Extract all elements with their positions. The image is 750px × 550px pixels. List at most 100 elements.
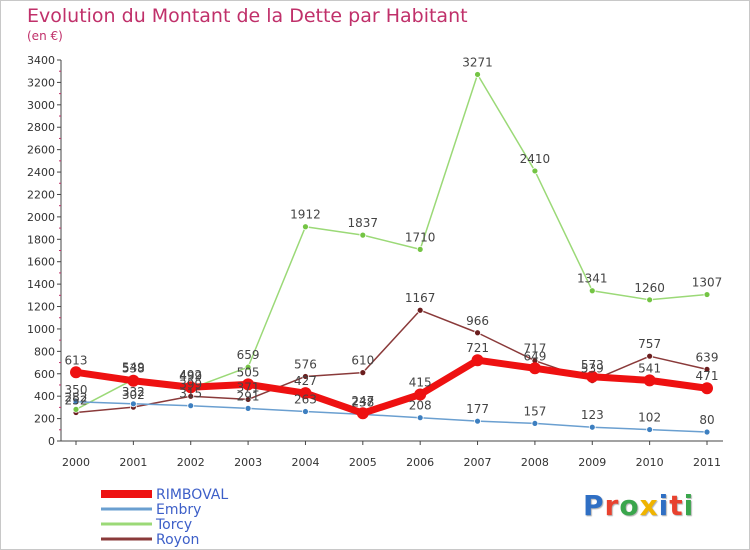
y-tick-label: 3200 [27, 76, 55, 89]
data-point-rimboval [471, 354, 484, 367]
data-label-rimboval: 492 [179, 368, 202, 382]
data-point-torcy [244, 363, 252, 371]
legend-label-royon: Royon [156, 532, 199, 548]
series-line-embry [75, 401, 708, 433]
data-label-embry: 350 [65, 383, 88, 397]
x-tick-label: 2010 [636, 456, 664, 469]
data-label-embry: 238 [351, 395, 374, 409]
legend-label-rimboval: RIMBOVAL [156, 487, 228, 503]
data-label-embry: 315 [179, 387, 202, 401]
data-label-torcy: 282 [65, 390, 88, 404]
data-label-royon: 371 [237, 380, 260, 394]
y-tick-label: 800 [34, 345, 55, 358]
data-label-rimboval: 247 [351, 394, 374, 408]
data-label-torcy: 659 [237, 348, 260, 362]
data-point-rimboval [701, 382, 713, 395]
data-label-royon: 252 [65, 394, 88, 408]
data-label-embry: 263 [294, 393, 317, 407]
data-label-embry: 291 [237, 389, 260, 403]
data-label-royon: 717 [523, 342, 546, 356]
logo-letter: t [669, 489, 684, 522]
data-point-torcy [474, 71, 481, 78]
data-point-embry [474, 417, 481, 425]
y-tick-label: 2200 [27, 188, 55, 201]
data-label-torcy: 1341 [577, 272, 608, 286]
data-point-embry [244, 404, 252, 412]
data-point-royon [359, 369, 367, 377]
legend-label-torcy: Torcy [155, 517, 192, 533]
data-label-torcy: 499 [179, 370, 202, 384]
data-point-embry [646, 426, 654, 433]
chart-unit: (en €) [27, 29, 63, 43]
x-tick-label: 2003 [234, 456, 262, 469]
data-label-royon: 639 [696, 350, 719, 364]
data-point-torcy [531, 167, 539, 175]
data-label-embry: 332 [122, 385, 145, 399]
y-tick-label: 1000 [27, 323, 55, 336]
data-point-embry [302, 408, 309, 415]
data-point-rimboval [242, 378, 255, 391]
x-tick-label: 2009 [578, 456, 606, 469]
data-point-embry [531, 420, 539, 427]
data-label-torcy: 3271 [462, 55, 493, 69]
y-tick-label: 0 [48, 435, 55, 448]
y-tick-label: 2800 [27, 121, 55, 134]
data-point-embry [703, 428, 711, 436]
data-label-royon: 399 [179, 377, 202, 391]
data-point-rimboval [643, 374, 656, 387]
x-tick-label: 2011 [693, 456, 721, 469]
data-point-torcy [588, 287, 596, 295]
data-label-embry: 102 [638, 411, 661, 425]
data-point-royon [474, 329, 481, 337]
data-label-rimboval: 613 [65, 353, 88, 367]
legend-label-embry: Embry [156, 502, 201, 518]
data-label-embry: 177 [466, 402, 489, 416]
data-label-royon: 576 [294, 357, 317, 371]
logo-letter: o [619, 489, 640, 522]
data-point-embry [187, 402, 195, 410]
logo-letter: P [583, 489, 605, 522]
data-point-rimboval [586, 370, 599, 383]
data-label-torcy: 1837 [348, 216, 379, 230]
proxiti-logo: Proxiti [583, 489, 694, 522]
data-point-royon [302, 373, 309, 380]
data-label-royon: 757 [638, 337, 661, 351]
data-point-royon [416, 306, 424, 314]
data-point-torcy [359, 231, 367, 239]
data-point-torcy [302, 223, 309, 231]
x-tick-label: 2006 [406, 456, 434, 469]
data-label-embry: 157 [523, 404, 546, 418]
data-point-embry [416, 414, 424, 422]
logo-letter: r [604, 489, 620, 522]
y-tick-label: 400 [34, 390, 55, 403]
data-point-rimboval [127, 374, 140, 387]
y-tick-label: 1200 [27, 301, 55, 314]
data-label-torcy: 1307 [692, 276, 723, 290]
data-label-royon: 539 [581, 362, 604, 376]
y-tick-label: 1400 [27, 278, 55, 291]
data-label-rimboval: 541 [638, 361, 661, 375]
x-tick-label: 2007 [464, 456, 492, 469]
data-point-royon [244, 396, 252, 403]
series-line-rimboval [72, 356, 711, 417]
data-point-rimboval [184, 381, 197, 394]
logo-letter: x [639, 489, 659, 522]
data-point-embry [129, 400, 137, 408]
chart-title: Evolution du Montant de la Dette par Hab… [27, 5, 468, 27]
data-label-rimboval: 471 [696, 369, 719, 383]
data-label-royon: 610 [351, 354, 374, 368]
y-tick-label: 2600 [27, 144, 55, 157]
y-tick-label: 3400 [27, 54, 55, 67]
data-label-embry: 208 [409, 399, 432, 413]
logo-letter: i [658, 489, 670, 522]
data-point-embry [588, 423, 596, 431]
data-label-rimboval: 649 [523, 349, 546, 363]
x-tick-label: 2001 [119, 456, 147, 469]
y-tick-label: 2400 [27, 166, 55, 179]
y-tick-label: 1800 [27, 233, 55, 246]
data-label-torcy: 549 [122, 360, 145, 374]
data-label-embry: 123 [581, 408, 604, 422]
data-label-rimboval: 427 [294, 374, 317, 388]
